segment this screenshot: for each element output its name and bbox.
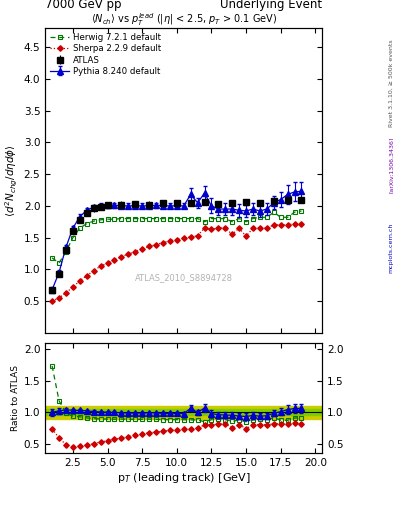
Sherpa 2.2.9 default — [272, 222, 276, 228]
Herwig 7.2.1 default — [112, 216, 117, 222]
Herwig 7.2.1 default — [202, 219, 207, 225]
Sherpa 2.2.9 default — [91, 268, 96, 274]
Herwig 7.2.1 default — [257, 214, 262, 220]
Herwig 7.2.1 default — [182, 216, 186, 222]
Sherpa 2.2.9 default — [71, 284, 75, 290]
Sherpa 2.2.9 default — [244, 233, 248, 240]
Herwig 7.2.1 default — [209, 216, 214, 222]
Sherpa 2.2.9 default — [161, 240, 165, 246]
Y-axis label: $\langle d^2 N_{chg}/d\eta d\phi \rangle$: $\langle d^2 N_{chg}/d\eta d\phi \rangle… — [4, 144, 20, 217]
Sherpa 2.2.9 default — [292, 221, 297, 227]
Sherpa 2.2.9 default — [278, 222, 283, 228]
Herwig 7.2.1 default — [98, 217, 103, 223]
Herwig 7.2.1 default — [50, 255, 55, 261]
Herwig 7.2.1 default — [57, 260, 61, 266]
Sherpa 2.2.9 default — [84, 272, 89, 279]
Sherpa 2.2.9 default — [77, 278, 82, 284]
Text: 7000 GeV pp: 7000 GeV pp — [45, 0, 122, 11]
Sherpa 2.2.9 default — [112, 257, 117, 263]
Sherpa 2.2.9 default — [230, 231, 235, 238]
Herwig 7.2.1 default — [133, 216, 138, 222]
Herwig 7.2.1 default — [161, 216, 165, 222]
Sherpa 2.2.9 default — [223, 225, 228, 231]
Herwig 7.2.1 default — [292, 209, 297, 215]
Sherpa 2.2.9 default — [126, 251, 131, 257]
Herwig 7.2.1 default — [167, 216, 172, 222]
Y-axis label: Ratio to ATLAS: Ratio to ATLAS — [11, 365, 20, 431]
Herwig 7.2.1 default — [195, 216, 200, 222]
Herwig 7.2.1 default — [251, 216, 255, 222]
Herwig 7.2.1 default — [299, 208, 304, 214]
Herwig 7.2.1 default — [71, 234, 75, 241]
Herwig 7.2.1 default — [216, 216, 221, 222]
Sherpa 2.2.9 default — [174, 237, 179, 243]
Herwig 7.2.1 default — [140, 216, 145, 222]
Sherpa 2.2.9 default — [182, 235, 186, 241]
Sherpa 2.2.9 default — [202, 225, 207, 231]
Line: Sherpa 2.2.9 default: Sherpa 2.2.9 default — [50, 222, 303, 303]
Herwig 7.2.1 default — [230, 219, 235, 225]
Text: mcplots.cern.ch: mcplots.cern.ch — [389, 222, 393, 273]
Line: Herwig 7.2.1 default: Herwig 7.2.1 default — [50, 208, 304, 265]
Sherpa 2.2.9 default — [140, 246, 145, 252]
Sherpa 2.2.9 default — [98, 263, 103, 269]
Sherpa 2.2.9 default — [209, 226, 214, 232]
Sherpa 2.2.9 default — [251, 225, 255, 231]
Sherpa 2.2.9 default — [195, 232, 200, 239]
Sherpa 2.2.9 default — [57, 295, 61, 301]
Sherpa 2.2.9 default — [299, 221, 304, 227]
Sherpa 2.2.9 default — [188, 234, 193, 240]
Sherpa 2.2.9 default — [257, 225, 262, 231]
Herwig 7.2.1 default — [105, 216, 110, 222]
Herwig 7.2.1 default — [147, 216, 151, 222]
Sherpa 2.2.9 default — [50, 298, 55, 304]
Herwig 7.2.1 default — [285, 214, 290, 220]
Herwig 7.2.1 default — [278, 214, 283, 220]
Title: $\langle N_{ch}\rangle$ vs $p_T^{lead}$ ($|\eta|$ < 2.5, $p_T$ > 0.1 GeV): $\langle N_{ch}\rangle$ vs $p_T^{lead}$ … — [90, 11, 277, 28]
Sherpa 2.2.9 default — [167, 238, 172, 244]
Herwig 7.2.1 default — [91, 218, 96, 224]
Herwig 7.2.1 default — [244, 219, 248, 225]
Herwig 7.2.1 default — [84, 221, 89, 227]
Herwig 7.2.1 default — [188, 216, 193, 222]
Herwig 7.2.1 default — [64, 248, 68, 254]
Sherpa 2.2.9 default — [285, 222, 290, 228]
Text: [arXiv:1306.3436]: [arXiv:1306.3436] — [389, 137, 393, 194]
Sherpa 2.2.9 default — [154, 242, 158, 248]
Text: Underlying Event: Underlying Event — [220, 0, 322, 11]
Sherpa 2.2.9 default — [147, 243, 151, 249]
Herwig 7.2.1 default — [237, 216, 242, 222]
Herwig 7.2.1 default — [126, 216, 131, 222]
Text: Rivet 3.1.10, ≥ 500k events: Rivet 3.1.10, ≥ 500k events — [389, 39, 393, 127]
Herwig 7.2.1 default — [77, 225, 82, 231]
Sherpa 2.2.9 default — [216, 225, 221, 231]
Sherpa 2.2.9 default — [237, 225, 242, 231]
Sherpa 2.2.9 default — [133, 248, 138, 254]
Herwig 7.2.1 default — [154, 216, 158, 222]
X-axis label: p$_T$ (leading track) [GeV]: p$_T$ (leading track) [GeV] — [117, 471, 251, 485]
Text: ATLAS_2010_S8894728: ATLAS_2010_S8894728 — [135, 273, 233, 283]
Herwig 7.2.1 default — [174, 216, 179, 222]
Herwig 7.2.1 default — [264, 214, 269, 220]
Sherpa 2.2.9 default — [64, 290, 68, 296]
Sherpa 2.2.9 default — [105, 260, 110, 266]
Legend: Herwig 7.2.1 default, Sherpa 2.2.9 default, ATLAS, Pythia 8.240 default: Herwig 7.2.1 default, Sherpa 2.2.9 defau… — [48, 31, 163, 78]
Sherpa 2.2.9 default — [264, 225, 269, 231]
Herwig 7.2.1 default — [223, 216, 228, 222]
Herwig 7.2.1 default — [272, 209, 276, 215]
Sherpa 2.2.9 default — [119, 253, 124, 260]
Herwig 7.2.1 default — [119, 216, 124, 222]
